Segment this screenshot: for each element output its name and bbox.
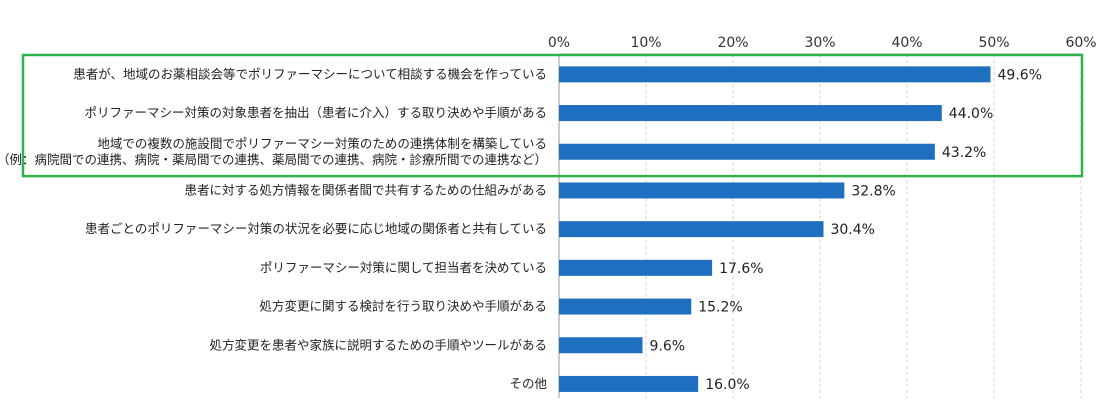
x-tick-label: 50%: [978, 35, 1009, 51]
value-label: 49.6%: [998, 67, 1042, 83]
x-tick-label: 40%: [891, 35, 922, 51]
category-label: 地域での複数の施設間でポリファーマシー対策のための連携体制を構築している: [97, 136, 547, 151]
category-label: （例：病院間での連携、病院・薬局間での連携、薬局間での連携、病院・診療所間での連…: [0, 152, 547, 167]
category-label: 患者が、地域のお薬相談会等でポリファーマシーについて相談する機会を作っている: [73, 66, 547, 81]
value-label: 15.2%: [698, 300, 742, 316]
category-label: その他: [509, 376, 547, 391]
category-label: 患者に対する処方情報を関係者間で共有するための仕組みがある: [184, 182, 547, 197]
bar: [559, 259, 713, 276]
bar: [559, 298, 692, 315]
bar: [559, 375, 699, 392]
value-label: 44.0%: [949, 106, 993, 122]
bar: [559, 143, 935, 160]
bar: [559, 221, 824, 238]
value-label: 30.4%: [830, 222, 874, 238]
highlight-box: [21, 53, 1084, 178]
value-label: 17.6%: [719, 261, 763, 277]
value-label: 16.0%: [705, 377, 749, 393]
bar: [559, 337, 643, 354]
x-tick-label: 0%: [548, 35, 570, 51]
category-label: 患者ごとのポリファーマシー対策の状況を必要に応じ地域の関係者と共有している: [85, 221, 547, 236]
category-label: ポリファーマシー対策の対象患者を抽出（患者に介入）する取り決めや手順がある: [84, 105, 547, 120]
category-label: ポリファーマシー対策に関して担当者を決めている: [260, 260, 547, 275]
bar: [559, 105, 942, 122]
x-tick-label: 30%: [804, 35, 835, 51]
x-tick-label: 10%: [630, 35, 661, 51]
x-tick-label: 60%: [1065, 35, 1096, 51]
value-label: 32.8%: [851, 183, 895, 199]
bar: [559, 182, 845, 199]
value-label: 43.2%: [942, 145, 986, 161]
value-label: 9.6%: [650, 338, 686, 354]
category-label: 処方変更に関する検討を行う取り決めや手順がある: [259, 299, 547, 314]
x-tick-label: 20%: [717, 35, 748, 51]
bar: [559, 66, 991, 83]
category-label: 処方変更を患者や家族に説明するための手順やツールがある: [209, 337, 547, 352]
